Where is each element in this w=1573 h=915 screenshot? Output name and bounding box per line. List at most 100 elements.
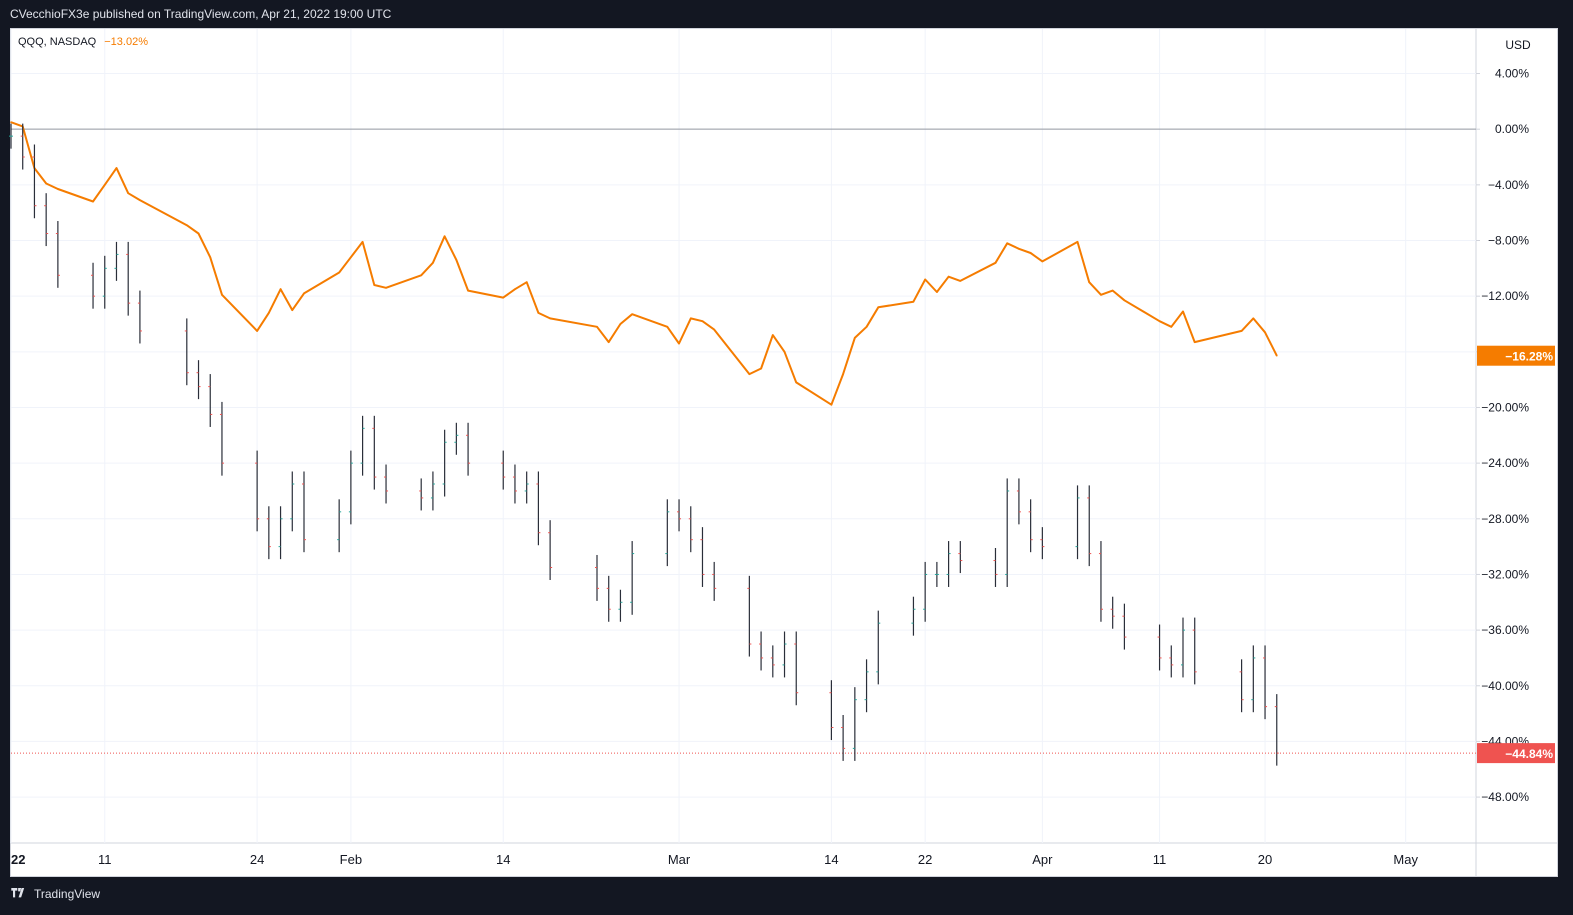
- ohlc-bar: [1040, 527, 1045, 560]
- ohlc-bar: [278, 506, 283, 560]
- grid-lines: [10, 29, 1557, 876]
- series-point: [842, 373, 844, 375]
- series-point: [549, 317, 551, 320]
- series-point: [502, 296, 505, 299]
- ohlc-bar: [348, 450, 353, 525]
- x-tick-label: Apr: [1032, 852, 1053, 867]
- y-tick-label: −28.00%: [1481, 512, 1529, 526]
- y-tick-label: 4.00%: [1495, 67, 1529, 81]
- series-point: [525, 281, 528, 284]
- x-tick-label: Mar: [668, 852, 691, 867]
- series-point: [186, 224, 188, 226]
- publish-info: CVecchioFX3e published on TradingView.co…: [10, 7, 392, 21]
- last-value-bg: [1477, 743, 1555, 764]
- ohlc-bar: [114, 241, 119, 281]
- series-point: [361, 241, 364, 243]
- ohlc-bar: [512, 464, 517, 504]
- ohlc-bar: [630, 541, 635, 615]
- series-point: [373, 284, 376, 286]
- ohlc-bar: [20, 123, 25, 170]
- x-tick-label: 20: [1258, 852, 1272, 867]
- y-tick-label: −32.00%: [1481, 567, 1529, 581]
- y-tick-label: −20.00%: [1481, 400, 1529, 414]
- series-point: [537, 312, 540, 314]
- x-tick-label: 24: [250, 852, 264, 867]
- ohlc-bar: [759, 631, 764, 671]
- ohlc-bar: [1251, 645, 1256, 713]
- ohlc-bar: [1169, 645, 1174, 678]
- series-point: [57, 188, 59, 190]
- last-value-badge: −44.84%: [1477, 743, 1555, 764]
- ohlc-bar: [1075, 485, 1080, 560]
- ohlc-bar: [1016, 478, 1021, 525]
- series-point: [666, 325, 669, 328]
- series-point: [912, 300, 915, 303]
- ohlc-bar: [595, 554, 599, 601]
- series-point: [607, 341, 610, 343]
- y-tick-label: −12.00%: [1481, 289, 1529, 303]
- x-tick-label: 11: [1153, 852, 1167, 867]
- series-point: [268, 312, 270, 314]
- ohlc-bar: [454, 422, 459, 455]
- series-point: [748, 373, 751, 375]
- legend-symbol: QQQ, NASDAQ: [18, 36, 97, 48]
- ohlc-bar: [876, 610, 881, 685]
- series-point: [256, 330, 258, 332]
- chart-panel[interactable]: [10, 28, 1558, 877]
- footer-bar: [0, 877, 1573, 915]
- ohlc-bar: [1028, 499, 1033, 553]
- ohlc-bar: [184, 318, 189, 386]
- series-point: [1006, 242, 1008, 245]
- series-point: [994, 261, 997, 264]
- ohlc-bar: [946, 541, 951, 587]
- series-layer: [9, 121, 1279, 766]
- x-tick-label: May: [1393, 852, 1418, 867]
- ohlc-bar: [794, 631, 799, 706]
- series-point: [1100, 293, 1102, 296]
- ohlc-bar: [44, 193, 49, 247]
- series-point: [432, 261, 434, 264]
- series-point: [1193, 341, 1196, 343]
- legend: QQQ, NASDAQ −13.02%: [18, 36, 148, 48]
- ohlc-bar: [841, 714, 846, 761]
- ohlc-bar: [360, 415, 365, 476]
- x-tick-label: 14: [496, 852, 510, 867]
- series-point: [1170, 325, 1173, 328]
- ohlc-bar: [208, 374, 213, 427]
- ohlc-bar: [606, 575, 611, 622]
- ohlc-bar: [677, 499, 682, 532]
- series-point: [443, 235, 446, 238]
- series-point: [115, 167, 118, 169]
- series-line-qqq: [10, 121, 1278, 406]
- brand-name: TradingView: [34, 887, 101, 901]
- series-point: [877, 306, 880, 309]
- y-tick-label: −40.00%: [1481, 679, 1529, 693]
- publish-header: CVecchioFX3e published on TradingView.co…: [0, 0, 1573, 28]
- ohlc-bar: [91, 262, 96, 309]
- x-tick-label: 22: [11, 852, 25, 867]
- ohlc-bar: [700, 527, 705, 587]
- series-point: [127, 192, 129, 194]
- series-point: [291, 309, 294, 311]
- tradingview-brand[interactable]: TradingView: [10, 887, 100, 901]
- ohlc-bar: [219, 401, 224, 476]
- tradingview-logo-icon: [11, 888, 25, 898]
- ohlc-bar: [829, 680, 834, 741]
- ohlc-bar: [852, 687, 857, 761]
- series-point: [795, 381, 798, 384]
- ohlc-bar: [9, 123, 13, 149]
- series-point: [1029, 252, 1032, 254]
- last-value-bg: [1477, 345, 1555, 366]
- series-point: [197, 232, 200, 235]
- last-value-label: −16.28%: [1505, 350, 1553, 364]
- ohlc-bar: [923, 561, 928, 622]
- series-point: [713, 328, 715, 331]
- ohlc-bar: [993, 548, 998, 587]
- series-point: [209, 256, 212, 258]
- last-value-badge: −16.28%: [1477, 345, 1555, 366]
- series-point: [279, 288, 282, 291]
- series-point: [1240, 330, 1243, 332]
- ohlc-bar: [32, 144, 37, 219]
- ohlc-bar: [665, 499, 670, 567]
